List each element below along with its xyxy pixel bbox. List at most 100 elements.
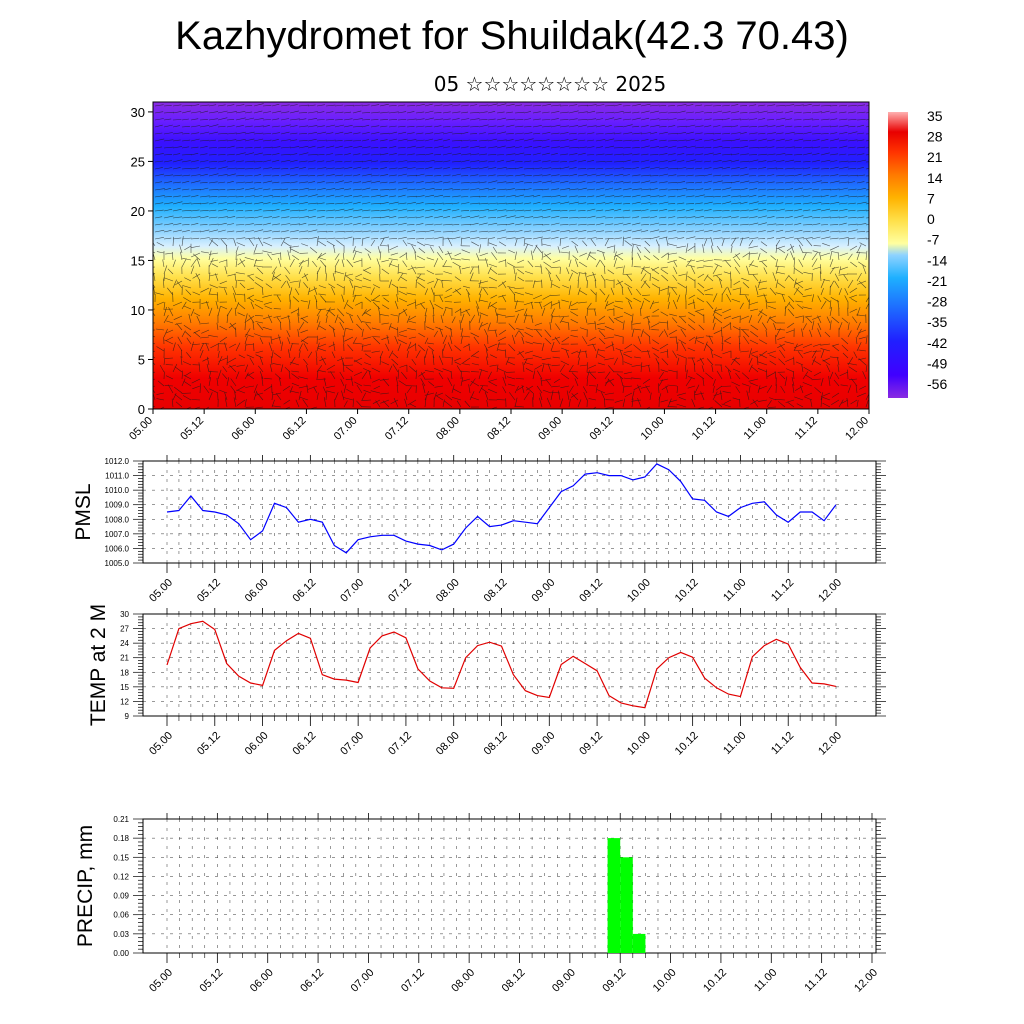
wind-barb: [334, 208, 345, 212]
wind-barb: [667, 140, 678, 142]
wind-barb: [705, 343, 714, 352]
wind-barb: [498, 259, 507, 263]
wind-barb: [712, 322, 716, 331]
wind-barb: [847, 146, 856, 149]
wind-barb: [397, 104, 406, 107]
wind-barb: [325, 315, 328, 324]
x-tick-label: 06.12: [281, 415, 309, 443]
wind-barb: [613, 357, 618, 366]
wind-barb: [467, 292, 471, 303]
wind-barb: [658, 379, 664, 387]
wind-barb: [487, 188, 496, 191]
wind-barb: [451, 181, 460, 184]
wind-barb: [781, 294, 786, 303]
wind-barb: [856, 195, 866, 198]
wind-barb: [577, 202, 587, 205]
wind-barb: [190, 189, 201, 191]
wind-barb: [469, 140, 478, 142]
wind-barb: [687, 259, 696, 263]
wind-barb: [182, 285, 192, 289]
wind-barb: [586, 188, 595, 191]
wind-barb: [799, 244, 804, 254]
wind-barb: [431, 350, 435, 359]
wind-barb: [349, 314, 354, 324]
wind-barb: [841, 344, 849, 352]
wind-barb: [317, 257, 327, 261]
wind-barb: [775, 334, 777, 345]
wind-barb: [549, 322, 552, 331]
wind-barb: [422, 383, 426, 394]
wind-barb: [811, 258, 818, 268]
wind-barb: [334, 392, 339, 401]
wind-barb: [411, 244, 417, 254]
wind-barb: [759, 350, 768, 357]
wind-barb: [433, 112, 442, 114]
wind-barb: [316, 160, 325, 163]
wind-barb: [289, 118, 300, 121]
wind-barb: [721, 175, 730, 177]
wind-barb: [856, 231, 866, 233]
wind-barb: [523, 202, 532, 205]
wind-barb: [215, 300, 219, 310]
wind-barb: [676, 202, 685, 205]
wind-barb: [380, 399, 390, 404]
wind-barb: [289, 343, 293, 352]
wind-barb: [730, 210, 740, 212]
wind-barb: [652, 339, 660, 345]
wind-barb: [703, 180, 713, 184]
wind-barb: [274, 373, 282, 380]
wind-barb: [172, 301, 183, 307]
wind-barb: [174, 386, 183, 394]
wind-barb: [829, 371, 834, 380]
wind-barb: [262, 159, 272, 163]
wind-barb: [559, 166, 570, 170]
wind-barb: [532, 160, 541, 163]
wind-barb: [803, 366, 813, 373]
wind-barb: [721, 118, 730, 121]
wind-barb: [742, 252, 750, 258]
wind-barb: [253, 333, 264, 338]
y-tick-label: 1011.0: [105, 472, 129, 481]
wind-barb: [289, 258, 295, 268]
wind-barb: [824, 331, 831, 338]
wind-barb: [586, 280, 588, 289]
wind-barb: [172, 181, 181, 184]
wind-barb: [447, 237, 453, 247]
wind-barb: [153, 335, 156, 338]
wind-barb: [694, 336, 698, 345]
wind-barb: [676, 403, 687, 408]
wind-barb: [424, 356, 426, 366]
wind-barb: [685, 145, 696, 149]
wind-barb: [222, 366, 228, 373]
wind-barb: [190, 146, 199, 149]
wind-barb: [163, 105, 172, 107]
wind-barb: [271, 208, 280, 212]
wind-barb: [508, 323, 516, 331]
wind-barb: [541, 174, 551, 177]
wind-barb: [234, 390, 237, 401]
wind-barb: [246, 273, 255, 277]
wind-barb: [658, 126, 667, 128]
x-tick-label: 07.00: [332, 415, 360, 443]
wind-barb: [704, 287, 714, 292]
wind-barb: [776, 271, 786, 275]
wind-barb: [622, 188, 632, 191]
wind-barb: [325, 391, 327, 401]
wind-barb: [597, 349, 606, 352]
wind-barb: [606, 245, 615, 249]
wind-barb: [614, 399, 624, 403]
wind-barb: [284, 266, 291, 275]
wind-barb: [613, 181, 624, 184]
wind-barb: [199, 349, 204, 359]
wind-barb: [577, 132, 586, 135]
wind-barb: [712, 237, 723, 240]
wind-barb: [541, 160, 551, 163]
wind-barb: [838, 216, 848, 219]
wind-barb: [202, 357, 210, 362]
wind-barb: [289, 202, 299, 205]
wind-barb: [544, 329, 552, 338]
wind-barb: [461, 363, 471, 366]
wind-barb: [831, 266, 840, 269]
wind-barb: [154, 104, 164, 107]
wind-barb: [636, 288, 642, 296]
